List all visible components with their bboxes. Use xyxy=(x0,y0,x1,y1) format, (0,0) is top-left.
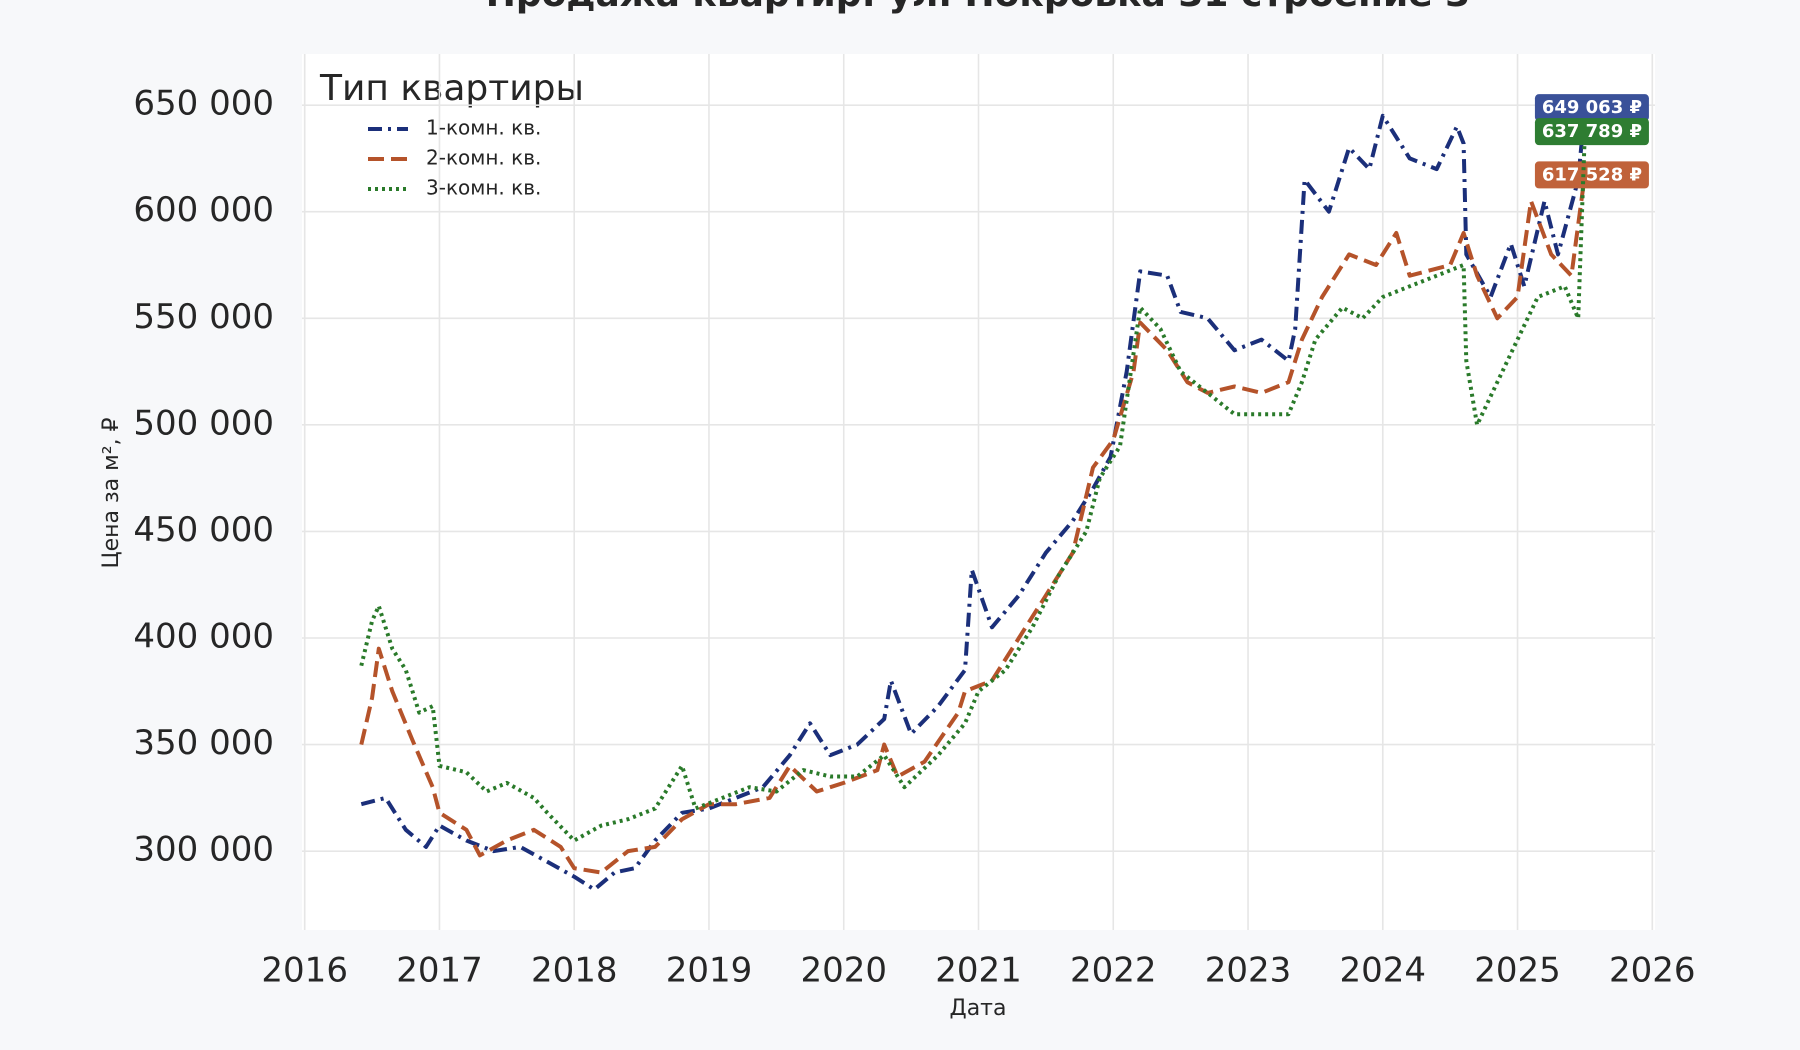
series-line xyxy=(359,131,1587,843)
y-tick-label: 650 000 xyxy=(133,84,274,124)
y-tick-label: 600 000 xyxy=(133,190,274,230)
value-label: 637 789 ₽ xyxy=(1542,121,1642,142)
x-tick-label: 2020 xyxy=(800,951,887,991)
x-tick-label: 2017 xyxy=(396,951,483,991)
value-label: 649 063 ₽ xyxy=(1542,97,1642,118)
y-tick-label: 500 000 xyxy=(133,403,274,443)
y-tick-label: 450 000 xyxy=(133,510,274,550)
value-label-box xyxy=(1534,118,1649,146)
y-axis-label: Цена за м², ₽ xyxy=(99,417,124,568)
x-tick-label: 2022 xyxy=(1070,951,1157,991)
x-tick-label: 2021 xyxy=(935,951,1022,991)
x-tick-label: 2019 xyxy=(666,951,753,991)
y-tick-label: 300 000 xyxy=(133,830,274,870)
x-tick-label: 2018 xyxy=(531,951,618,991)
x-tick-label: 2024 xyxy=(1340,951,1427,991)
y-tick-label: 350 000 xyxy=(133,723,274,763)
value-label-box xyxy=(1534,94,1649,122)
y-tick-label: 400 000 xyxy=(133,617,274,657)
legend-label: 3-комн. кв. xyxy=(426,176,541,200)
legend-label: 1-комн. кв. xyxy=(426,116,541,140)
x-axis-label: Дата xyxy=(950,996,1007,1021)
x-tick-label: 2025 xyxy=(1474,951,1561,991)
x-tick-label: 2023 xyxy=(1205,951,1292,991)
legend-title: Тип квартиры xyxy=(319,68,584,109)
x-tick-label: 2016 xyxy=(261,951,348,991)
series-line xyxy=(359,174,1587,875)
legend-label: 2-комн. кв. xyxy=(426,146,541,170)
value-label: 617 528 ₽ xyxy=(1542,164,1642,185)
y-tick-label: 550 000 xyxy=(133,297,274,337)
chart-title: Продажа квартир: ул. Покровка 31 строени… xyxy=(486,0,1470,15)
value-label-box xyxy=(1534,161,1649,189)
x-tick-label: 2026 xyxy=(1609,951,1696,991)
series-line xyxy=(360,107,1587,892)
